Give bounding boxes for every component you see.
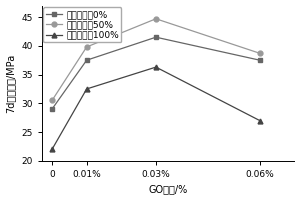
X-axis label: GO掺量/%: GO掺量/% <box>148 184 188 194</box>
沙漠砂掺量0% <box>154 36 158 38</box>
沙漠砂掺量50% <box>50 99 54 102</box>
沙漠砂掺量100% <box>258 119 262 122</box>
沙漠砂掺量50% <box>154 18 158 20</box>
Line: 沙漠砂掺量50%: 沙漠砂掺量50% <box>50 16 262 103</box>
Line: 沙漠砂掺量0%: 沙漠砂掺量0% <box>50 35 262 112</box>
沙漠砂掺量50% <box>258 52 262 54</box>
沙漠砂掺量0% <box>50 108 54 110</box>
沙漠砂掺量0% <box>85 59 88 61</box>
Line: 沙漠砂掺量100%: 沙漠砂掺量100% <box>50 65 262 152</box>
沙漠砂掺量100% <box>85 88 88 90</box>
沙漠砂掺量50% <box>85 46 88 48</box>
沙漠砂掺量0% <box>258 59 262 61</box>
沙漠砂掺量100% <box>50 148 54 151</box>
Legend: 沙漠砂掺量0%, 沙漠砂掺量50%, 沙漠砂掺量100%: 沙漠砂掺量0%, 沙漠砂掺量50%, 沙漠砂掺量100% <box>44 7 122 42</box>
沙漠砂掺量100% <box>154 66 158 68</box>
Y-axis label: 7d抗压强度/MPa: 7d抗压强度/MPa <box>6 54 16 113</box>
